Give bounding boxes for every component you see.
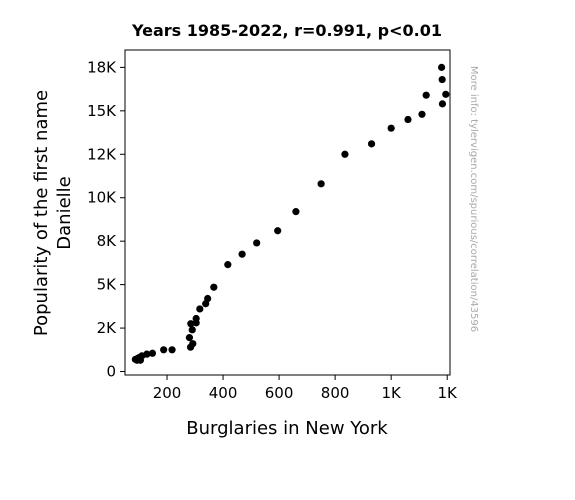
data-point	[341, 150, 349, 158]
data-point	[438, 100, 447, 108]
data-points	[131, 63, 450, 364]
y-tick-label: 8K	[97, 232, 118, 250]
x-tick-label: 1K	[381, 384, 402, 402]
data-point	[160, 346, 168, 354]
data-point	[367, 140, 376, 148]
data-point	[187, 320, 195, 328]
data-point	[274, 227, 282, 235]
data-point	[442, 90, 450, 98]
y-tick-label: 0	[106, 363, 116, 381]
data-point	[186, 343, 195, 351]
x-axis-label: Burglaries in New York	[186, 418, 388, 439]
data-point	[185, 334, 194, 342]
data-point	[437, 63, 446, 71]
x-axis-ticks: 200 400 600 800 1K 1K	[153, 375, 458, 402]
data-point	[253, 239, 261, 247]
data-point	[438, 75, 446, 84]
y-tick-label: 15K	[87, 102, 117, 120]
data-point	[192, 319, 200, 327]
data-point	[387, 124, 395, 132]
data-point	[418, 110, 426, 118]
x-tick-label: 800	[321, 384, 350, 402]
y-tick-label: 18K	[87, 58, 117, 76]
watermark: More info: tylervigen.com/spurious/corre…	[468, 66, 479, 332]
data-point	[422, 91, 430, 99]
y-axis-ticks: 0 2K 5K 8K 10K 12K 15K 18K	[87, 58, 125, 381]
plot-frame	[124, 49, 451, 376]
data-point	[238, 250, 246, 258]
data-point	[134, 355, 143, 363]
y-tick-label: 10K	[87, 189, 117, 207]
x-tick-label: 200	[153, 384, 182, 402]
data-point	[317, 180, 325, 188]
data-point	[404, 115, 412, 124]
data-point	[148, 349, 157, 357]
y-tick-label: 12K	[87, 145, 117, 163]
data-point	[168, 346, 176, 354]
x-tick-label: 400	[209, 384, 238, 402]
x-tick-label: 600	[265, 384, 294, 402]
data-point	[210, 283, 218, 291]
chart-title: Years 1985-2022, r=0.991, p<0.01	[131, 21, 442, 40]
y-axis-label-line1: Popularity of the first name	[31, 90, 52, 336]
data-point	[224, 261, 232, 269]
data-point	[188, 326, 196, 334]
y-tick-label: 2K	[97, 319, 118, 337]
y-tick-label: 5K	[97, 276, 118, 294]
x-tick-label: 1K	[438, 384, 459, 402]
data-point	[202, 300, 210, 308]
data-point	[292, 208, 300, 216]
data-point	[196, 305, 204, 313]
y-axis-label-line2: Danielle	[54, 176, 75, 249]
